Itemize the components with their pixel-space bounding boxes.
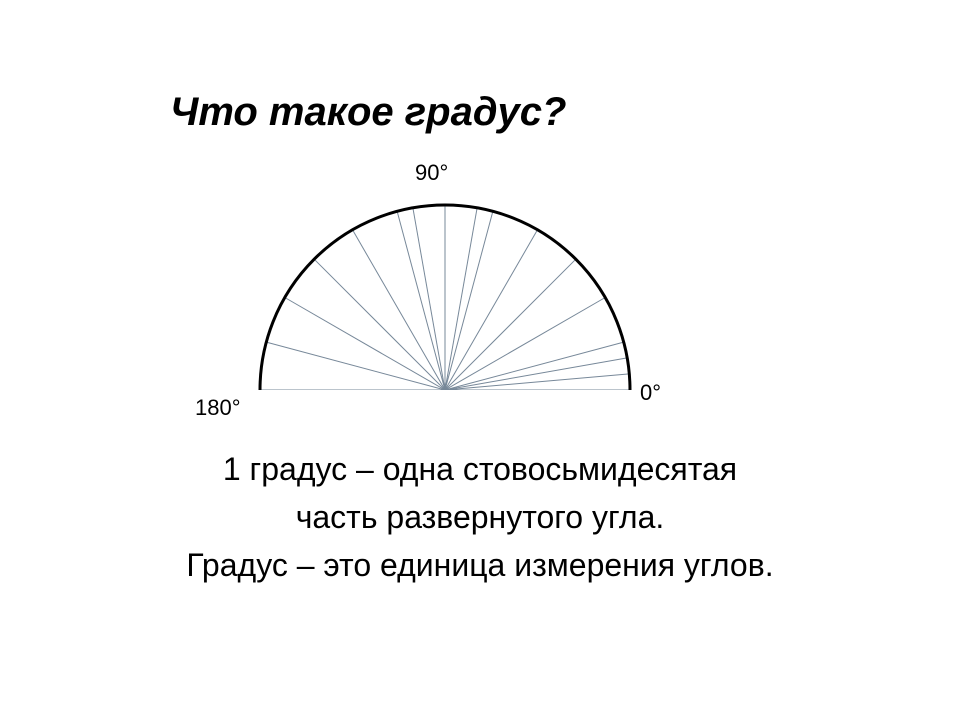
- slide-container: Что такое градус? 0° 90° 180° 1 градус –…: [0, 0, 960, 720]
- definition-line-3: Градус – это единица измерения углов.: [0, 541, 960, 589]
- definition-line-2: часть развернутого угла.: [0, 493, 960, 541]
- definition-line-1: 1 градус – одна стовосьмидесятая: [0, 445, 960, 493]
- label-90-deg: 90°: [415, 160, 448, 186]
- slide-title: Что такое градус?: [170, 90, 566, 135]
- protractor-diagram: [255, 190, 635, 390]
- definition-block: 1 градус – одна стовосьмидесятая часть р…: [0, 445, 960, 589]
- label-0-deg: 0°: [640, 380, 661, 406]
- protractor-svg: [255, 190, 635, 390]
- label-180-deg: 180°: [195, 395, 241, 421]
